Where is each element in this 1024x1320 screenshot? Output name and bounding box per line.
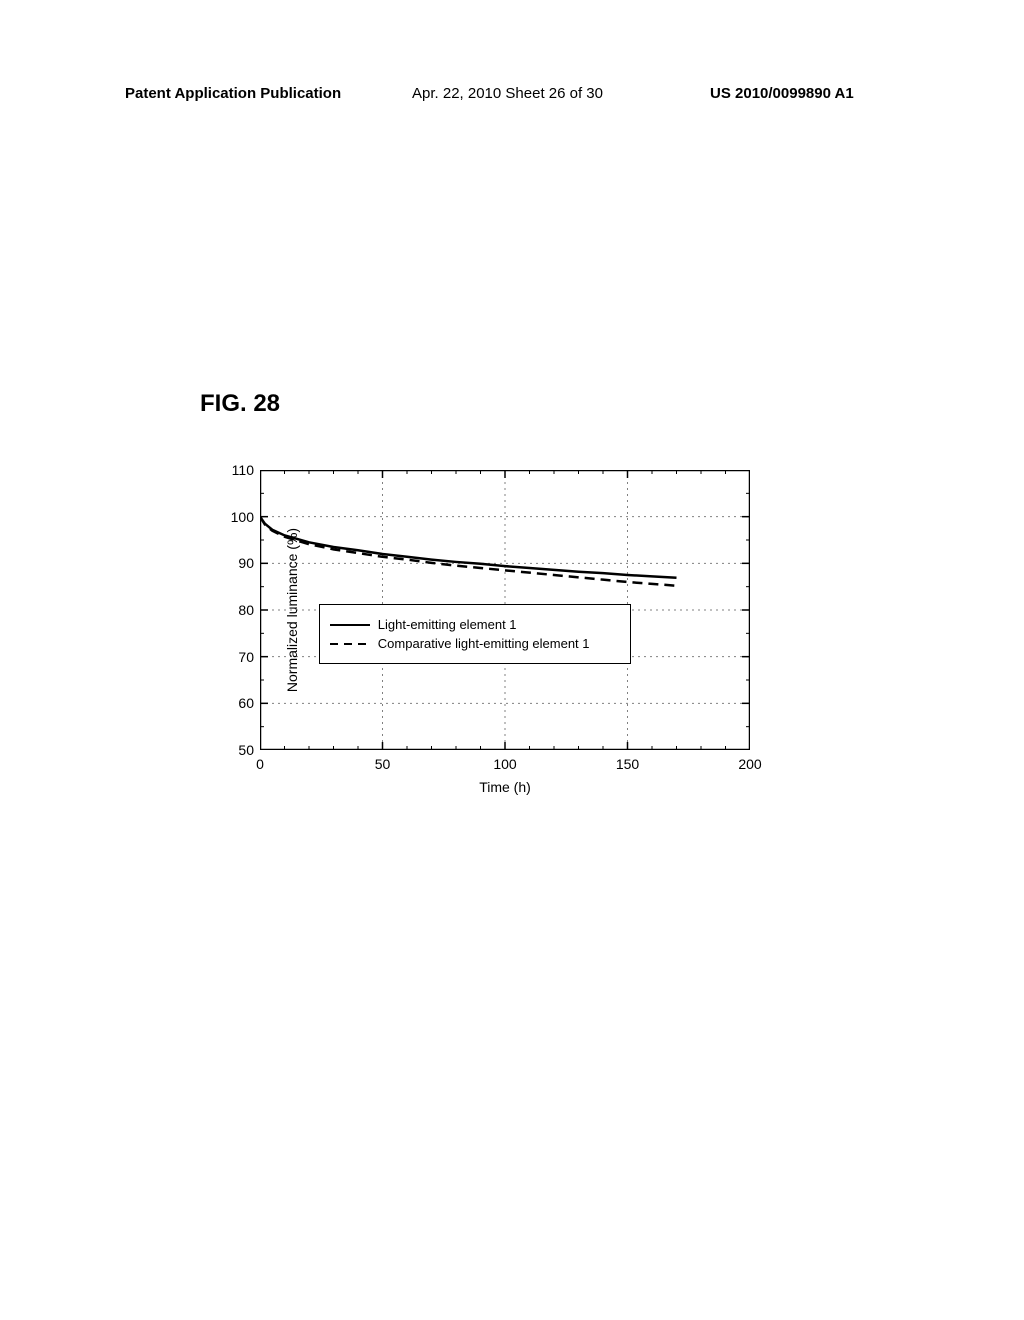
x-tick-label: 50 bbox=[375, 750, 391, 772]
legend-swatch bbox=[330, 643, 370, 645]
x-axis-label: Time (h) bbox=[479, 779, 531, 795]
x-tick-label: 150 bbox=[616, 750, 639, 772]
legend-swatch bbox=[330, 624, 370, 626]
x-tick-label: 0 bbox=[256, 750, 264, 772]
legend-item: Light-emitting element 1 bbox=[330, 617, 620, 632]
y-tick-label: 100 bbox=[231, 509, 260, 525]
legend-label: Comparative light-emitting element 1 bbox=[378, 636, 590, 651]
header-center: Apr. 22, 2010 Sheet 26 of 30 bbox=[412, 85, 603, 102]
y-tick-label: 80 bbox=[238, 602, 260, 618]
header-right: US 2010/0099890 A1 bbox=[710, 85, 854, 102]
chart-container: Normalized luminance (%) Time (h) 506070… bbox=[260, 470, 750, 750]
y-tick-label: 90 bbox=[238, 555, 260, 571]
y-tick-label: 60 bbox=[238, 695, 260, 711]
chart-legend: Light-emitting element 1 Comparative ligh… bbox=[319, 604, 631, 664]
legend-label: Light-emitting element 1 bbox=[378, 617, 517, 632]
x-tick-label: 200 bbox=[738, 750, 761, 772]
y-tick-label: 110 bbox=[232, 462, 260, 478]
y-tick-label: 70 bbox=[238, 649, 260, 665]
y-axis-label: Normalized luminance (%) bbox=[284, 528, 300, 692]
header-left: Patent Application Publication bbox=[125, 85, 341, 102]
figure-title: FIG. 28 bbox=[200, 390, 280, 418]
x-tick-label: 100 bbox=[493, 750, 516, 772]
legend-item: Comparative light-emitting element 1 bbox=[330, 636, 620, 651]
